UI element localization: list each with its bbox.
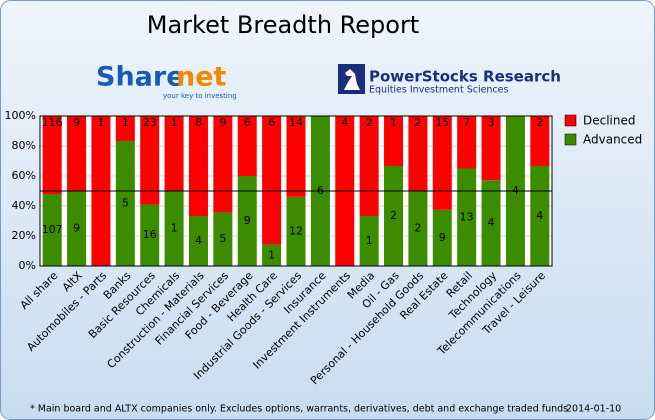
data-label: 116 [42, 116, 63, 129]
data-label: 9 [244, 214, 251, 227]
data-label: 23 [143, 116, 157, 129]
data-label: 1 [97, 116, 104, 129]
data-label: 9 [219, 116, 226, 129]
logo-text: Share [96, 62, 185, 93]
data-label: 2 [366, 116, 373, 129]
bar-segment [481, 180, 501, 266]
data-label: 4 [195, 234, 202, 247]
bar-segment [213, 116, 233, 213]
bar-segment [164, 116, 184, 191]
chart-title: Market Breadth Report [147, 11, 419, 39]
data-label: 9 [73, 116, 80, 129]
logo-text: PowerStocks Research [369, 68, 561, 86]
data-label: 3 [488, 116, 495, 129]
bar-segment [359, 216, 379, 266]
logo-text: net [176, 62, 227, 93]
data-label: 7 [463, 116, 470, 129]
bar-segment [140, 204, 160, 266]
y-tick-label: 20% [12, 229, 36, 242]
data-label: 1 [366, 234, 373, 247]
sharenet-logo: Share net your key to investing [96, 62, 237, 101]
y-tick-label: 60% [12, 169, 36, 182]
legend-label: Declined [583, 114, 636, 128]
data-label: 8 [195, 116, 202, 129]
data-label: 107 [42, 223, 63, 236]
footnote: * Main board and ALTX companies only. Ex… [30, 404, 568, 415]
data-label: 16 [143, 228, 157, 241]
bar-segment [213, 212, 233, 266]
data-label: 5 [219, 232, 226, 245]
data-label: 12 [289, 224, 303, 237]
y-tick-label: 40% [12, 199, 36, 212]
data-label: 4 [488, 216, 495, 229]
y-tick-label: 100% [5, 109, 36, 122]
plot-border [39, 115, 553, 267]
bar-segment [140, 116, 160, 205]
bar-segment [481, 116, 501, 181]
data-label: 2 [536, 116, 543, 129]
bar-segment [42, 116, 62, 195]
bar-segment [408, 116, 428, 191]
data-label: 5 [122, 197, 129, 210]
bar-segment [42, 194, 62, 266]
logo-tagline: Equities Investment Sciences [369, 85, 509, 96]
data-label: 4 [536, 209, 543, 222]
bar-segment [384, 116, 404, 166]
y-tick-label: 80% [12, 139, 36, 152]
bar-segment [457, 168, 477, 266]
knight-icon [344, 69, 360, 90]
bar-segment [115, 141, 135, 266]
legend-swatch [564, 114, 577, 127]
data-label: 2 [414, 222, 421, 235]
data-label: 2 [414, 116, 421, 129]
data-label: 1 [171, 116, 178, 129]
bar-segment [408, 191, 428, 266]
date: 2014-01-10 [566, 404, 621, 415]
data-label: 13 [460, 210, 474, 223]
bar-segment [432, 209, 452, 266]
data-label: 1 [390, 116, 397, 129]
bar-segment [359, 116, 379, 216]
bar-segment [530, 116, 550, 166]
bar-segment [286, 196, 306, 266]
y-tick-label: 0% [19, 259, 36, 272]
data-label: 4 [341, 116, 348, 129]
bar-segment [67, 191, 87, 266]
data-label: 15 [435, 116, 449, 129]
bar-segment [262, 244, 282, 266]
data-label: 1 [171, 222, 178, 235]
powerstocks-logo: PowerStocks Research Equities Investment… [338, 64, 561, 96]
data-label: 1 [268, 248, 275, 261]
data-label: 6 [268, 116, 275, 129]
bar-segment [67, 116, 87, 191]
bar-segment [286, 116, 306, 197]
data-label: 1 [122, 116, 129, 129]
data-label: 9 [439, 231, 446, 244]
bar-segment [432, 116, 452, 210]
data-label: 6 [244, 116, 251, 129]
bar-segment [237, 116, 257, 176]
bar-segment [237, 176, 257, 266]
bar-segment [115, 116, 135, 141]
data-label: 2 [390, 209, 397, 222]
bar-segment [164, 191, 184, 266]
data-label: 14 [289, 116, 303, 129]
bar-segment [262, 116, 282, 245]
bar-segment [457, 116, 477, 169]
data-label: 9 [73, 222, 80, 235]
legend-swatch [564, 133, 577, 146]
bar-segment [188, 216, 208, 266]
logo-tagline: your key to investing [163, 92, 237, 100]
bar-segment [188, 116, 208, 216]
legend-label: Advanced [583, 133, 642, 147]
